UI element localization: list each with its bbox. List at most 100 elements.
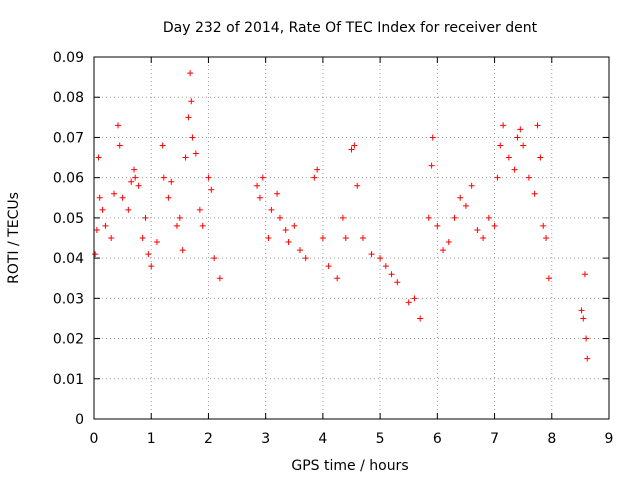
data-point: [394, 279, 401, 286]
data-point: [405, 299, 412, 306]
y-tick-label: 0.02: [53, 332, 84, 348]
data-point: [256, 194, 263, 201]
data-point: [534, 122, 541, 129]
data-point: [216, 275, 223, 282]
data-point: [187, 70, 194, 77]
data-point: [348, 146, 355, 153]
data-point: [511, 166, 518, 173]
data-point: [578, 307, 585, 314]
data-point: [584, 355, 591, 362]
data-point: [429, 134, 436, 141]
data-point: [116, 142, 123, 149]
data-point: [176, 214, 183, 221]
data-point: [159, 142, 166, 149]
data-point: [434, 222, 441, 229]
data-point: [377, 255, 384, 262]
plot-frame: [93, 56, 610, 420]
data-point: [119, 194, 126, 201]
data-point: [457, 194, 464, 201]
x-tick-label: 1: [147, 431, 156, 447]
x-tick-label: 4: [318, 431, 327, 447]
data-point: [302, 255, 309, 262]
data-point: [474, 226, 481, 233]
axis-ticks: 0 1 2 3 4 5 6 7 8 9 0 0.01 0.02 0.03 0.04 0.05 0.06 0.07 0…: [53, 50, 614, 447]
data-point: [102, 222, 109, 229]
y-tick-label: 0.04: [53, 251, 84, 267]
data-point: [514, 134, 521, 141]
data-point: [189, 134, 196, 141]
data-point: [491, 222, 498, 229]
data-point: [268, 206, 275, 213]
x-tick-label: 5: [376, 431, 385, 447]
data-point: [179, 247, 186, 254]
data-point: [111, 190, 118, 197]
data-point: [440, 247, 447, 254]
data-point: [537, 154, 544, 161]
x-tick-label: 7: [490, 431, 499, 447]
data-point: [192, 150, 199, 157]
data-point: [185, 114, 192, 121]
data-point: [580, 315, 587, 322]
data-point: [428, 162, 435, 169]
data-point: [497, 142, 504, 149]
data-point: [125, 206, 132, 213]
grid-lines: [94, 57, 609, 419]
data-point: [388, 271, 395, 278]
y-tick-label: 0.07: [53, 130, 84, 146]
data-point: [468, 182, 475, 189]
data-point: [291, 222, 298, 229]
data-point: [160, 174, 167, 181]
y-axis-label: ROTI / TECUs: [6, 192, 22, 284]
chart-title: Day 232 of 2014, Rate Of TEC Index for r…: [163, 20, 538, 36]
data-point: [525, 174, 532, 181]
data-point: [285, 239, 292, 246]
data-point: [342, 235, 349, 241]
data-point: [517, 126, 524, 133]
data-point: [168, 178, 175, 185]
y-tick-label: 0.05: [53, 211, 84, 227]
x-tick-label: 3: [261, 431, 270, 447]
data-point: [462, 202, 469, 209]
y-tick-label: 0.03: [53, 291, 84, 307]
y-tick-label: 0.01: [53, 372, 84, 388]
x-axis-label: GPS time / hours: [291, 458, 408, 474]
data-point: [95, 154, 102, 161]
data-point: [205, 174, 212, 181]
data-point: [311, 174, 318, 181]
data-point: [135, 182, 142, 189]
data-point: [445, 239, 452, 246]
data-point: [265, 235, 272, 241]
data-point: [583, 335, 590, 342]
data-point: [319, 235, 326, 241]
x-tick-label: 8: [547, 431, 556, 447]
data-point: [314, 166, 321, 173]
data-point: [276, 214, 283, 221]
data-point: [354, 182, 361, 189]
data-point: [480, 235, 487, 241]
data-point: [485, 214, 492, 221]
data-point: [254, 182, 261, 189]
data-point: [500, 122, 507, 129]
data-point: [93, 226, 100, 233]
data-point: [196, 206, 203, 213]
data-point: [211, 255, 218, 262]
x-tick-label: 2: [204, 431, 213, 447]
data-point: [543, 235, 550, 241]
data-point: [132, 174, 139, 181]
data-point: [188, 98, 195, 105]
data-point: [92, 251, 99, 258]
x-tick-label: 6: [433, 431, 442, 447]
data-point: [417, 315, 424, 322]
y-tick-label: 0.09: [53, 50, 84, 66]
data-point: [494, 174, 501, 181]
data-point: [339, 214, 346, 221]
data-point: [99, 206, 106, 213]
data-point: [208, 186, 215, 193]
y-tick-label: 0.06: [53, 171, 84, 187]
data-point: [505, 154, 512, 161]
data-point: [531, 190, 538, 197]
data-point: [142, 214, 149, 221]
data-point: [96, 194, 103, 201]
data-point: [108, 235, 115, 241]
data-point: [520, 142, 527, 149]
